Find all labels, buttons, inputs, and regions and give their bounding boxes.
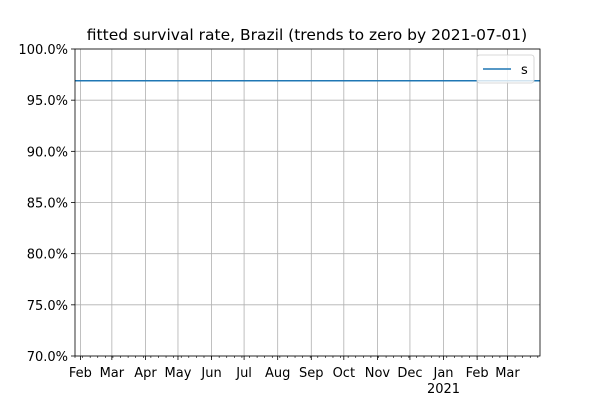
x-tick-label: Dec: [397, 366, 422, 381]
plot-frame: [74, 48, 541, 357]
y-tick-label: 80.0%: [27, 248, 68, 263]
x-tick-label: Mar: [100, 366, 125, 381]
x-tick-label: Aug: [265, 366, 290, 381]
axes: 70.0% 75.0% 80.0% 85.0% 90.0% 95.0% 100.0% Feb M…: [18, 43, 541, 397]
x-tick-label: Oct: [333, 366, 355, 381]
x-tick-label: Mar: [495, 366, 520, 381]
x-year-label: 2021: [427, 382, 460, 397]
y-tick-label: 75.0%: [27, 299, 68, 314]
x-tick-label: Feb: [466, 366, 489, 381]
x-tick-label: Jul: [235, 366, 252, 381]
legend-label: s: [521, 63, 528, 78]
y-tick-label: 100.0%: [18, 43, 68, 58]
x-tick-label: Sep: [299, 366, 324, 381]
y-tick-label: 85.0%: [27, 197, 68, 212]
x-tick-label: Jun: [200, 366, 221, 381]
x-tick-label: Jan: [433, 366, 454, 381]
grid: [75, 48, 540, 357]
x-tick-label: May: [165, 366, 192, 381]
x-tick-label: Feb: [69, 366, 92, 381]
legend: s: [476, 54, 535, 84]
y-tick-label: 95.0%: [27, 94, 68, 109]
y-tick-label: 90.0%: [27, 145, 68, 160]
x-tick-label: Apr: [134, 366, 157, 381]
y-tick-label: 70.0%: [27, 350, 68, 365]
chart-title: fitted survival rate, Brazil (trends to …: [87, 26, 527, 44]
x-tick-label: Nov: [365, 366, 391, 381]
